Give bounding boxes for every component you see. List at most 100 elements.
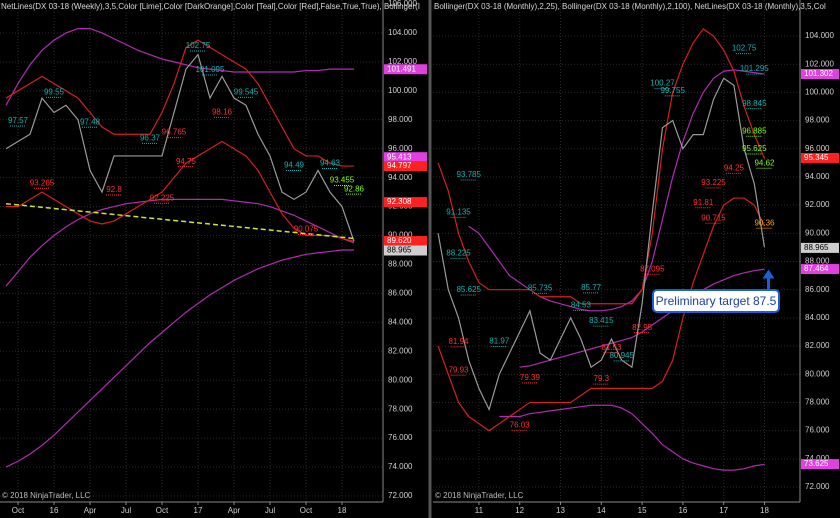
price-annotation: 94.75 [176,157,197,166]
price-tag-label: 95.413 [387,152,412,161]
series-line [437,77,766,412]
price-tag-label: 89.620 [387,236,412,245]
price-annotation: 93.225 [701,178,726,187]
x-tick-label: 11 [475,506,484,515]
y-tick-label: 94.000 [805,172,830,181]
y-tick-label: 88.000 [388,260,413,269]
y-tick-label: 102.000 [805,59,834,68]
price-annotation: 94.25 [724,164,745,173]
price-annotation: 76.03 [510,420,531,429]
y-tick-label: 80.000 [805,369,830,378]
y-tick-label: 102.000 [388,57,417,66]
y-tick-label: 72.000 [388,491,413,500]
price-annotation: 88.225 [446,248,471,257]
x-tick-label: Oct [156,506,169,515]
price-annotation: 93.265 [30,178,55,187]
price-annotation: 99.545 [234,88,259,97]
price-annotation: 94.62 [754,158,775,167]
price-annotation: 93.785 [456,170,481,179]
x-tick-label: 13 [556,506,565,515]
price-annotation: 83.415 [589,316,614,325]
y-tick-label: 76.000 [388,433,413,442]
y-tick-label: 78.000 [805,398,830,407]
copyright: © 2018 NinjaTrader, LLC [2,491,91,500]
x-tick-label: 18 [338,506,347,515]
price-annotation: 96.765 [162,128,187,137]
copyright: © 2018 NinjaTrader, LLC [435,491,524,500]
price-annotation: 95.625 [742,144,767,153]
x-tick-label: 12 [515,506,524,515]
price-tag-label: 73.625 [804,459,829,468]
chart-panel: 72.000 74.000 76.000 78.000 80.000 82.000 84.0… [433,0,839,515]
price-annotation: 81.97 [489,337,510,346]
y-tick-label: 104.000 [805,31,834,40]
price-tag [801,459,839,470]
price-annotation: 94.49 [284,161,305,170]
price-tag [384,236,427,247]
y-tick-label: 82.000 [388,346,413,355]
price-annotation: 102.75 [732,44,757,53]
price-annotation: 96.885 [742,126,767,135]
series-line [5,53,355,242]
price-annotation: 82.95 [632,323,653,332]
y-tick-label: 74.000 [388,462,413,471]
price-tag [801,264,839,275]
x-tick-label: 14 [597,506,606,515]
series-line [437,28,766,305]
series-line [519,268,765,368]
x-tick-label: Oct [12,506,25,515]
y-tick-label: 92.000 [805,200,830,209]
chart-header: Bollinger(DX 03-18 (Monthly),2,25), Boll… [434,2,826,11]
price-annotation: 84.53 [571,301,592,310]
series-line [499,404,765,471]
y-tick-label: 86.000 [388,289,413,298]
callout-text: Preliminary target 87.5 [656,294,777,308]
price-tag [384,152,427,163]
x-tick-label: Apr [228,506,241,515]
y-tick-label: 78.000 [388,404,413,413]
price-annotation: 79.93 [448,365,469,374]
price-tag-label: 101.302 [804,69,833,78]
price-annotation: 92.8 [106,185,122,194]
y-tick-label: 82.000 [805,341,830,350]
y-tick-label: 96.000 [805,144,830,153]
price-annotation: 100.27 [650,79,675,88]
price-tag [801,152,839,163]
y-tick-label: 96.000 [388,144,413,153]
price-annotation: 101.095 [196,65,225,74]
price-annotation: 79.39 [520,373,541,382]
price-annotation: 97.57 [8,116,29,125]
x-tick-label: 15 [638,506,647,515]
series-line [6,140,355,242]
x-tick-label: 18 [760,506,769,515]
price-tag-label: 101.491 [387,64,416,73]
price-annotation: 85.735 [528,284,553,293]
series-line [468,69,765,312]
price-annotation: 81.53 [601,343,622,352]
price-annotation: 90.715 [701,213,726,222]
y-tick-label: 98.000 [805,116,830,125]
price-annotation: 101.295 [740,64,769,73]
y-tick-label: 104.000 [388,28,417,37]
x-tick-label: 16 [678,506,687,515]
series-line [5,28,354,106]
y-tick-label: 100.000 [388,86,417,95]
x-tick-label: 16 [50,506,59,515]
callout-arrow-head [762,269,775,279]
price-tag-label: 87.464 [804,264,829,273]
price-annotation: 93.455 [330,176,355,185]
price-annotation: 80.945 [609,351,634,360]
x-tick-label: Oct [300,506,313,515]
price-tag [384,64,427,75]
price-annotation: 90.075 [294,225,319,234]
x-tick-label: 17 [194,506,203,515]
x-tick-label: Apr [84,506,97,515]
price-annotation: 98.16 [212,108,233,117]
price-annotation: 90.36 [754,218,775,227]
series-line [5,198,355,287]
price-annotation: 98.845 [742,99,767,108]
price-annotation: 96.37 [140,133,161,142]
price-annotation: 81.94 [448,337,469,346]
